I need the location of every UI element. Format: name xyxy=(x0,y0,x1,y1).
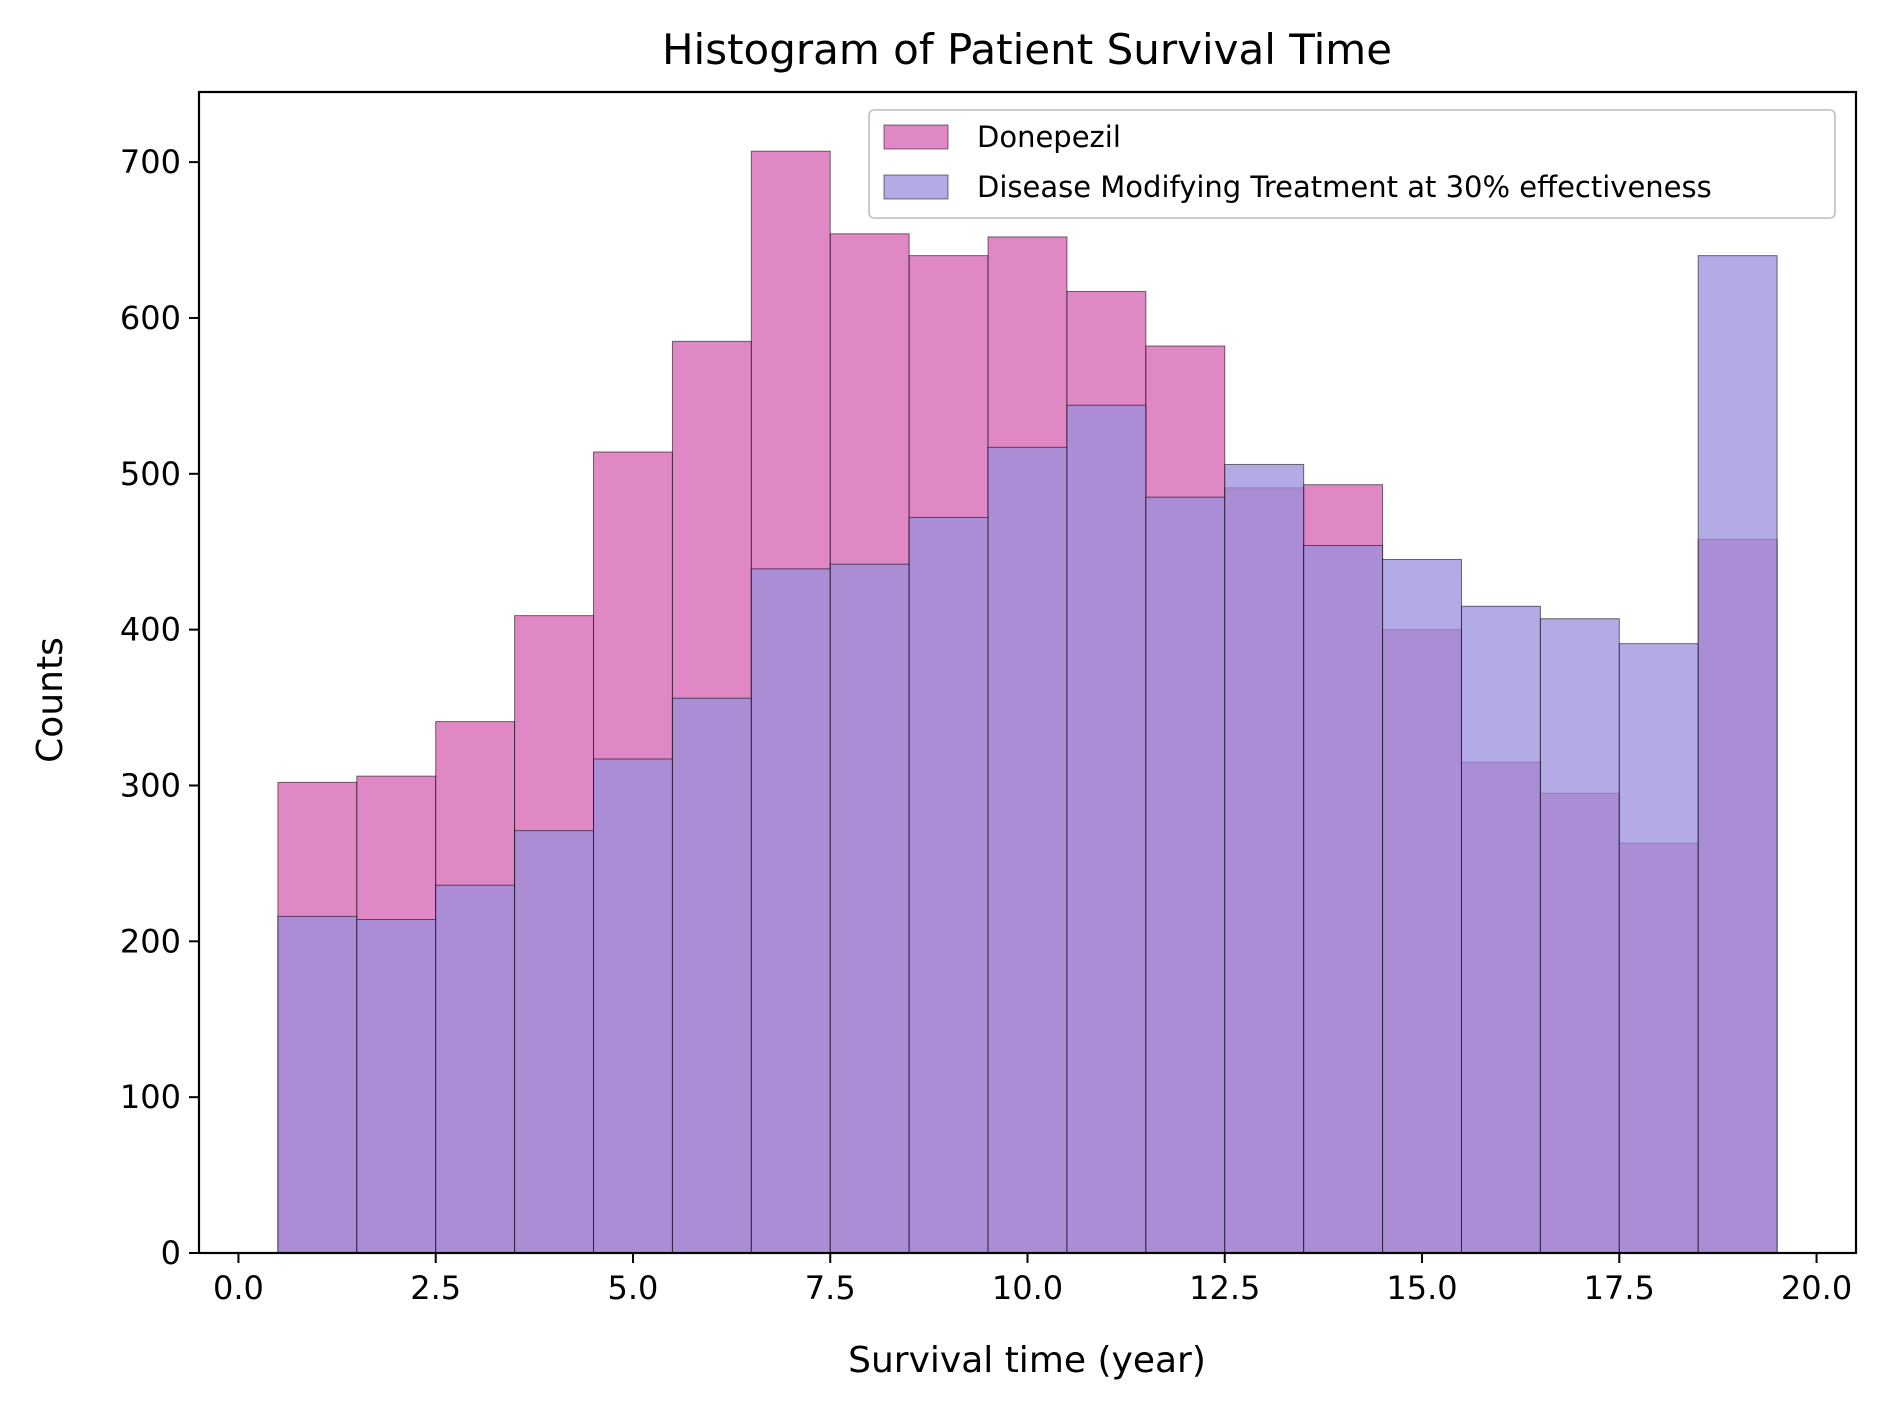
bar-series-1-bin-8 xyxy=(908,516,989,1254)
bar-series-1-bin-15 xyxy=(1460,605,1541,1254)
y-ticks: 0 100 200 300 400 500 600 700 xyxy=(120,143,199,1272)
y-tick-label-6: 600 xyxy=(120,299,181,337)
bar-series-1-bin-6 xyxy=(750,568,831,1254)
bar-series-1-bin-4 xyxy=(593,758,673,1254)
bar-series-1-bin-10 xyxy=(1066,404,1147,1254)
y-axis-label: Counts xyxy=(30,637,71,763)
series-1-bars xyxy=(277,255,1778,1254)
x-tick-label-8: 20.0 xyxy=(1781,1269,1852,1307)
bars-layer xyxy=(277,150,1778,1254)
legend-label-donepezil: Donepezil xyxy=(977,120,1121,154)
bar-series-1-bin-12 xyxy=(1224,463,1305,1254)
bar-series-1-bin-16 xyxy=(1539,618,1620,1254)
x-ticks: 0.0 2.5 5.0 7.5 10.0 12.5 15.0 17.5 20.0 xyxy=(213,1253,1852,1307)
legend-swatch-disease-modifying-treatment xyxy=(883,174,949,200)
x-tick-label-3: 7.5 xyxy=(805,1269,856,1307)
bar-series-1-bin-14 xyxy=(1382,559,1462,1254)
x-tick-label-2: 5.0 xyxy=(608,1269,659,1307)
y-tick-label-7: 700 xyxy=(120,143,181,181)
bar-series-1-bin-7 xyxy=(829,563,910,1254)
legend: Donepezil Disease Modifying Treatment at… xyxy=(868,109,1836,219)
bar-series-1-bin-9 xyxy=(987,446,1068,1254)
x-tick-label-4: 10.0 xyxy=(992,1269,1063,1307)
bar-series-1-bin-2 xyxy=(435,884,516,1254)
y-tick-label-2: 200 xyxy=(120,922,181,960)
bar-series-1-bin-18 xyxy=(1697,255,1778,1254)
bar-series-1-bin-3 xyxy=(514,830,595,1254)
bar-series-1-bin-17 xyxy=(1618,643,1699,1254)
y-tick-label-4: 400 xyxy=(120,611,181,649)
legend-frame xyxy=(868,109,1836,219)
bar-series-1-bin-13 xyxy=(1303,544,1384,1254)
chart-title: Histogram of Patient Survival Time xyxy=(662,25,1392,74)
x-tick-label-7: 17.5 xyxy=(1584,1269,1655,1307)
x-tick-label-1: 2.5 xyxy=(410,1269,461,1307)
legend-swatch-donepezil xyxy=(883,124,949,150)
bar-series-1-bin-5 xyxy=(671,697,752,1254)
y-tick-label-0: 0 xyxy=(161,1234,181,1272)
x-tick-label-0: 0.0 xyxy=(213,1269,264,1307)
bar-series-1-bin-1 xyxy=(356,919,437,1254)
x-tick-label-6: 15.0 xyxy=(1386,1269,1457,1307)
legend-label-disease-modifying-treatment: Disease Modifying Treatment at 30% effec… xyxy=(977,170,1712,204)
bar-series-1-bin-11 xyxy=(1145,496,1226,1254)
y-tick-label-5: 500 xyxy=(120,455,181,493)
x-axis-label: Survival time (year) xyxy=(848,1340,1206,1381)
y-tick-label-3: 300 xyxy=(120,766,181,804)
y-tick-label-1: 100 xyxy=(120,1078,181,1116)
x-tick-label-5: 12.5 xyxy=(1189,1269,1260,1307)
bar-series-1-bin-0 xyxy=(277,915,358,1254)
